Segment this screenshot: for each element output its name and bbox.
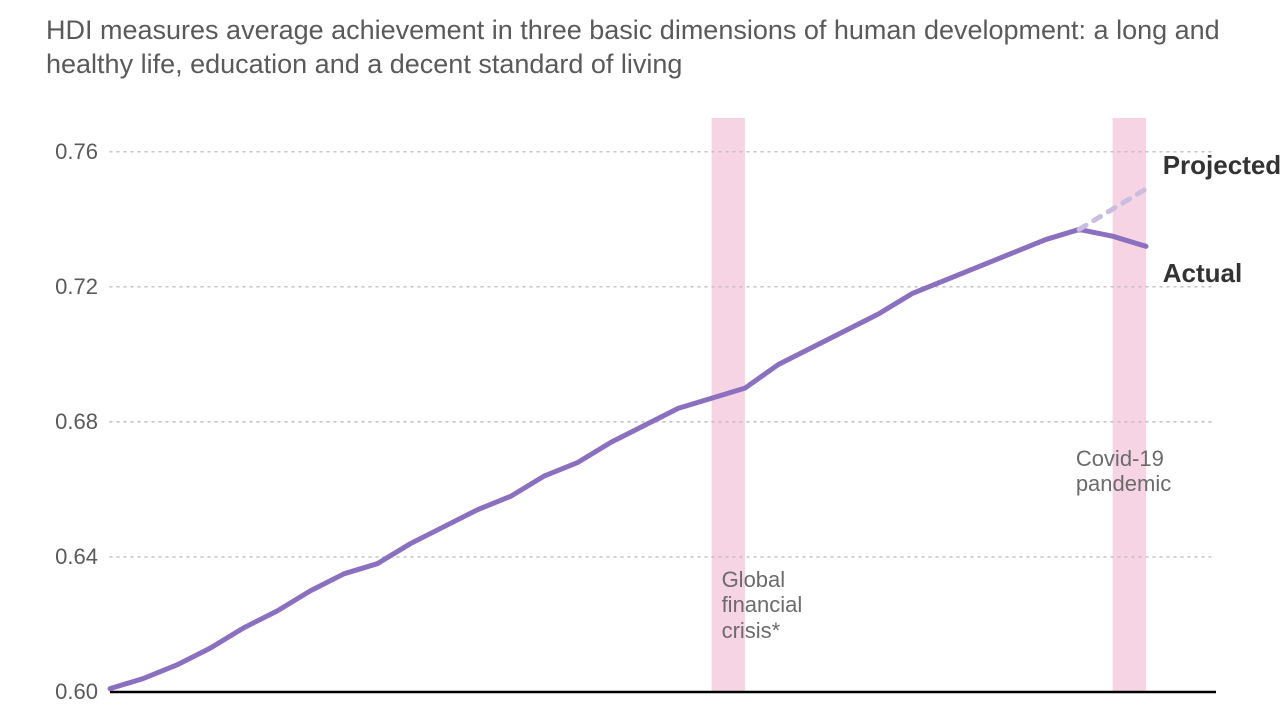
annotation-line: pandemic <box>1076 471 1171 496</box>
annotation-gfc: Globalfinancialcrisis* <box>722 567 803 643</box>
chart-subtitle: HDI measures average achievement in thre… <box>46 14 1220 82</box>
chart-svg <box>46 108 1232 706</box>
y-tick-label: 0.68 <box>55 409 98 435</box>
y-tick-label: 0.60 <box>55 679 98 705</box>
y-tick-label: 0.76 <box>55 139 98 165</box>
figure: HDI measures average achievement in thre… <box>0 0 1280 720</box>
series-label-projected: Projected <box>1163 150 1280 181</box>
annotation-covid: Covid-19pandemic <box>1076 446 1171 497</box>
y-tick-label: 0.72 <box>55 274 98 300</box>
series-actual <box>110 229 1146 688</box>
y-tick-label: 0.64 <box>55 544 98 570</box>
series-label-actual: Actual <box>1163 258 1242 289</box>
annotation-line: financial <box>722 592 803 617</box>
annotation-line: Global <box>722 567 803 592</box>
hdi-line-chart: 0.600.640.680.720.76ProjectedActualGloba… <box>46 108 1232 706</box>
shaded-region <box>1113 118 1146 692</box>
annotation-line: crisis* <box>722 618 803 643</box>
annotation-line: Covid-19 <box>1076 446 1171 471</box>
